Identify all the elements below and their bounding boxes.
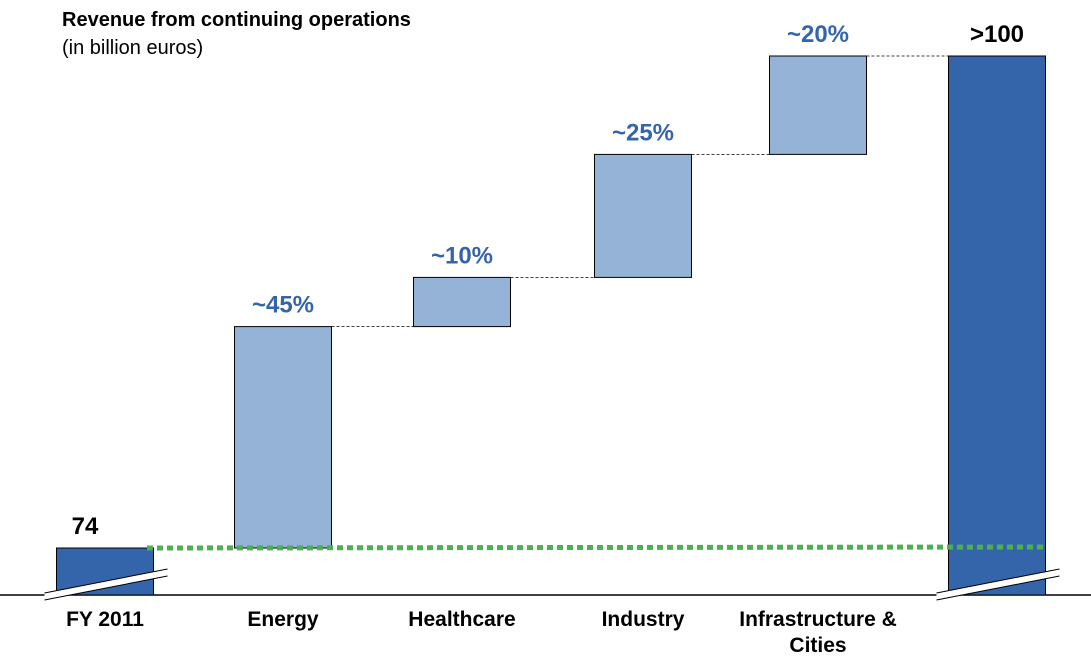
value-label: ~25%	[612, 119, 674, 146]
x-tick-label: FY 2011	[66, 608, 144, 631]
chart-subtitle: (in billion euros)	[62, 37, 203, 59]
bar	[234, 326, 332, 549]
axis-break	[44, 569, 168, 600]
value-label: >100	[970, 21, 1024, 48]
bar	[594, 153, 692, 278]
value-label: ~45%	[252, 292, 314, 319]
x-tick-label: Infrastructure & Cities	[739, 608, 897, 657]
reference-line	[146, 544, 1046, 551]
axis-break	[936, 569, 1060, 600]
value-label: ~10%	[431, 242, 493, 269]
x-tick-label: Energy	[247, 608, 319, 631]
value-label: ~20%	[787, 21, 849, 48]
x-tick-label: Industry	[601, 608, 685, 631]
chart-title: Revenue from continuing operations	[62, 9, 411, 31]
bar	[948, 55, 1046, 596]
bar	[769, 55, 867, 155]
axis-break-line	[936, 568, 1060, 594]
axis-break-line	[44, 575, 168, 601]
x-tick-label: Healthcare	[408, 608, 516, 631]
value-label: 74	[72, 513, 99, 540]
bar	[413, 276, 511, 328]
axis-break-line	[936, 575, 1060, 601]
axis-break-line	[44, 568, 168, 594]
